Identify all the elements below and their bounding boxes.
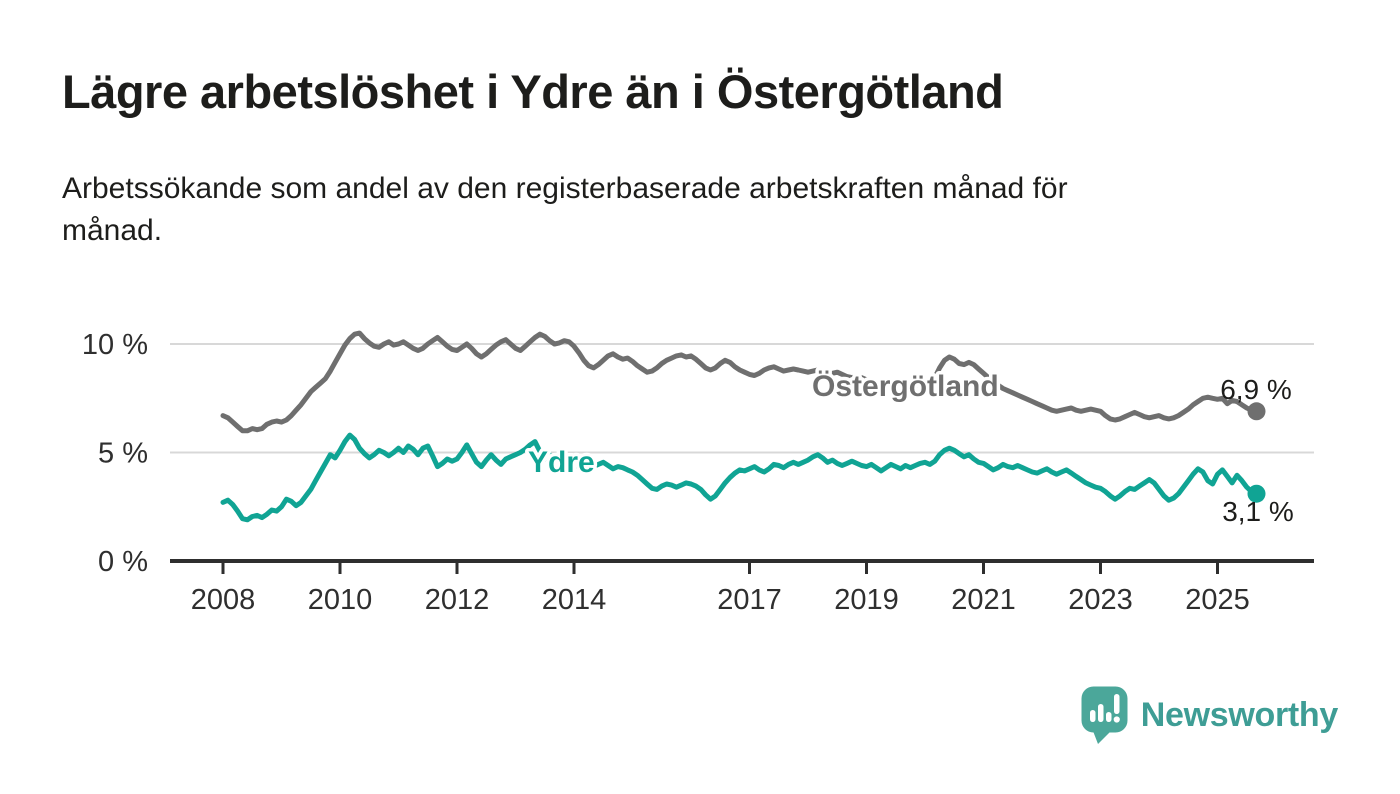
series-label-ostergotland: Östergötland [812,370,999,403]
x-axis-label-2023: 2023 [1068,584,1133,616]
x-axis-label-2010: 2010 [308,584,373,616]
end-value-label-ostergotland: 6,9 % [1220,374,1292,405]
x-axis-label-2012: 2012 [425,584,490,616]
series-line-ydre [220,432,1259,523]
x-axis-labels: 2008 2010 2012 2014 2017 2019 2021 2023 2025 [191,584,1250,616]
gridlines [170,343,1314,454]
series-endpoint-ydre [1247,484,1266,503]
series-line-ostergotland [220,330,1259,434]
x-axis-label-2008: 2008 [191,584,256,616]
chart-subtitle: Arbetssökande som andel av den registerb… [62,172,1068,247]
chart-title: Lägre arbetslöshet i Ydre än i Östergötl… [62,65,1004,118]
newsworthy-logo-icon [1081,686,1128,744]
y-axis-label-0: 0 % [98,546,148,578]
series-endpoint-ostergotland [1247,402,1266,421]
y-axis-labels: 0 % 5 % 10 % [82,329,148,578]
x-axis-label-2014: 2014 [542,584,607,616]
x-axis-label-2017: 2017 [717,584,782,616]
newsworthy-logo: Newsworthy [1081,686,1338,745]
x-axis-ticks [221,561,1219,574]
x-axis-label-2025: 2025 [1185,584,1250,616]
y-axis-label-10: 10 % [82,329,148,361]
end-value-label-ydre: 3,1 % [1222,496,1294,527]
x-axis-label-2019: 2019 [834,584,899,616]
series-label-ydre: Ydre [528,446,595,479]
newsworthy-brand-text: Newsworthy [1140,696,1339,734]
y-axis-label-5: 5 % [98,438,148,470]
x-axis-label-2021: 2021 [951,584,1016,616]
